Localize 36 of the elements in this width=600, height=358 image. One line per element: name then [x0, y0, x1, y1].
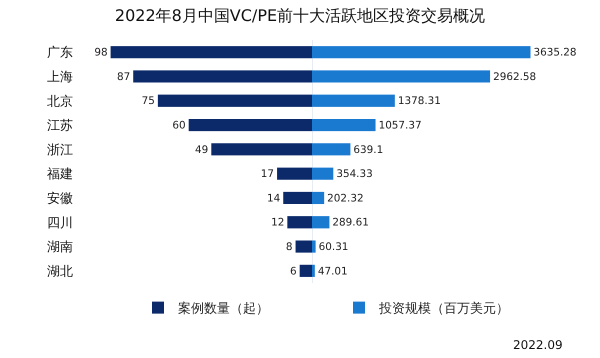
- data-label: 3635.28: [534, 46, 577, 59]
- data-label: 98: [94, 46, 108, 59]
- data-label: 75: [142, 95, 155, 108]
- y-tick-label: 安徽: [47, 190, 73, 206]
- data-label: 639.1: [353, 144, 384, 156]
- data-label: 2962.58: [493, 70, 536, 83]
- text: 2022.09: [513, 338, 563, 352]
- y-tick-label: 四川: [47, 216, 73, 231]
- data-label: 60: [172, 120, 186, 132]
- legend-label: 投资规模（百万美元）: [378, 300, 509, 317]
- bar: [312, 264, 315, 277]
- data-label: 354.33: [336, 168, 373, 180]
- y-tick-label: 广东: [47, 46, 73, 61]
- data-label: 6: [290, 265, 297, 278]
- y-tick-label: 湖北: [47, 264, 73, 280]
- y-tick-label: 浙江: [47, 142, 73, 158]
- y-tick-label: 福建: [47, 167, 73, 182]
- y-tick-label: 上海: [47, 70, 73, 85]
- y-tick-label: 江苏: [47, 118, 73, 134]
- data-label: 14: [266, 192, 281, 204]
- bar: [312, 240, 316, 253]
- data-label: 202.32: [327, 192, 364, 204]
- data-label: 47.01: [318, 265, 348, 278]
- data-label: 1057.37: [378, 120, 422, 132]
- chart-title: 2022年8月中国VC/PE前十大活跃地区投资交易概况: [114, 6, 486, 27]
- data-label: 1378.31: [398, 95, 441, 108]
- data-label: 289.61: [332, 216, 369, 229]
- y-tick-label: 北京: [47, 94, 73, 110]
- data-label: 49: [195, 144, 208, 156]
- legend-label: 案例数量（起）: [178, 300, 269, 317]
- y-tick-label: 湖南: [47, 240, 73, 256]
- data-label: 12: [271, 216, 284, 229]
- data-label: 17: [260, 168, 274, 180]
- data-label: 60.31: [318, 241, 348, 254]
- data-label: 87: [116, 70, 130, 83]
- data-label: 8: [286, 241, 293, 254]
